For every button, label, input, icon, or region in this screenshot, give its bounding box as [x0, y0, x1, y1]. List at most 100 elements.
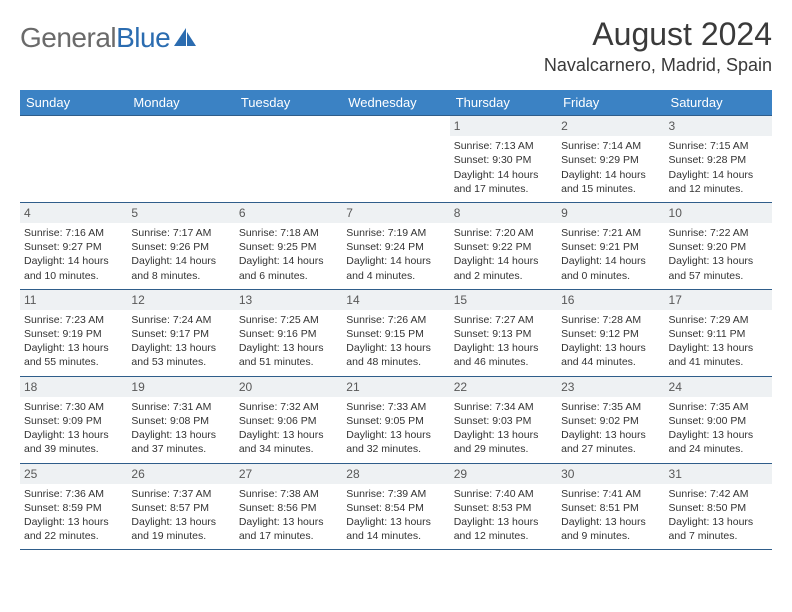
daylight-text: Daylight: 14 hours and 2 minutes. [454, 254, 553, 282]
logo-text-blue: Blue [116, 22, 170, 53]
sunrise-text: Sunrise: 7:17 AM [131, 226, 230, 240]
daylight-text: Daylight: 13 hours and 7 minutes. [669, 515, 768, 543]
calendar-cell: 9Sunrise: 7:21 AMSunset: 9:21 PMDaylight… [557, 202, 664, 289]
day-number: 30 [557, 464, 664, 484]
sunset-text: Sunset: 9:22 PM [454, 240, 553, 254]
calendar-cell: 5Sunrise: 7:17 AMSunset: 9:26 PMDaylight… [127, 202, 234, 289]
day-header: Saturday [665, 90, 772, 116]
daylight-text: Daylight: 14 hours and 8 minutes. [131, 254, 230, 282]
daylight-text: Daylight: 13 hours and 29 minutes. [454, 428, 553, 456]
daylight-text: Daylight: 13 hours and 14 minutes. [346, 515, 445, 543]
sunrise-text: Sunrise: 7:32 AM [239, 400, 338, 414]
day-number: 3 [665, 116, 772, 136]
sunset-text: Sunset: 8:56 PM [239, 501, 338, 515]
day-number: 31 [665, 464, 772, 484]
day-number: 14 [342, 290, 449, 310]
daylight-text: Daylight: 13 hours and 44 minutes. [561, 341, 660, 369]
sunset-text: Sunset: 8:57 PM [131, 501, 230, 515]
calendar-cell: 14Sunrise: 7:26 AMSunset: 9:15 PMDayligh… [342, 289, 449, 376]
calendar-cell-blank [235, 116, 342, 203]
day-number: 10 [665, 203, 772, 223]
calendar-row: 25Sunrise: 7:36 AMSunset: 8:59 PMDayligh… [20, 463, 772, 550]
logo-text-general: General [20, 22, 116, 53]
sail-icon [172, 26, 198, 53]
day-number: 24 [665, 377, 772, 397]
day-header: Tuesday [235, 90, 342, 116]
day-number: 22 [450, 377, 557, 397]
sunset-text: Sunset: 9:21 PM [561, 240, 660, 254]
sunrise-text: Sunrise: 7:29 AM [669, 313, 768, 327]
day-number: 19 [127, 377, 234, 397]
logo: GeneralBlue [20, 16, 198, 54]
day-number: 7 [342, 203, 449, 223]
day-number: 2 [557, 116, 664, 136]
sunset-text: Sunset: 9:28 PM [669, 153, 768, 167]
day-number: 18 [20, 377, 127, 397]
sunrise-text: Sunrise: 7:36 AM [24, 487, 123, 501]
sunset-text: Sunset: 9:13 PM [454, 327, 553, 341]
calendar-cell: 30Sunrise: 7:41 AMSunset: 8:51 PMDayligh… [557, 463, 664, 550]
day-header: Monday [127, 90, 234, 116]
daylight-text: Daylight: 13 hours and 46 minutes. [454, 341, 553, 369]
day-header: Friday [557, 90, 664, 116]
day-number: 4 [20, 203, 127, 223]
daylight-text: Daylight: 14 hours and 0 minutes. [561, 254, 660, 282]
daylight-text: Daylight: 13 hours and 57 minutes. [669, 254, 768, 282]
sunrise-text: Sunrise: 7:28 AM [561, 313, 660, 327]
sunrise-text: Sunrise: 7:31 AM [131, 400, 230, 414]
sunrise-text: Sunrise: 7:14 AM [561, 139, 660, 153]
calendar-cell: 6Sunrise: 7:18 AMSunset: 9:25 PMDaylight… [235, 202, 342, 289]
calendar-table: SundayMondayTuesdayWednesdayThursdayFrid… [20, 90, 772, 550]
day-number: 1 [450, 116, 557, 136]
daylight-text: Daylight: 13 hours and 27 minutes. [561, 428, 660, 456]
sunrise-text: Sunrise: 7:35 AM [669, 400, 768, 414]
sunset-text: Sunset: 8:53 PM [454, 501, 553, 515]
sunrise-text: Sunrise: 7:20 AM [454, 226, 553, 240]
sunset-text: Sunset: 9:08 PM [131, 414, 230, 428]
calendar-cell: 24Sunrise: 7:35 AMSunset: 9:00 PMDayligh… [665, 376, 772, 463]
sunrise-text: Sunrise: 7:18 AM [239, 226, 338, 240]
day-header: Thursday [450, 90, 557, 116]
sunset-text: Sunset: 9:25 PM [239, 240, 338, 254]
sunrise-text: Sunrise: 7:21 AM [561, 226, 660, 240]
sunrise-text: Sunrise: 7:13 AM [454, 139, 553, 153]
calendar-cell: 29 Sunrise: 7:40 AMSunset: 8:53 PMDayligh… [450, 463, 557, 550]
day-number: 29 [450, 464, 557, 484]
calendar-row: 18Sunrise: 7:30 AMSunset: 9:09 PMDayligh… [20, 376, 772, 463]
sunset-text: Sunset: 8:59 PM [24, 501, 123, 515]
day-number: 25 [20, 464, 127, 484]
sunrise-text: Sunrise: 7:27 AM [454, 313, 553, 327]
day-number: 11 [20, 290, 127, 310]
calendar-cell: 7Sunrise: 7:19 AMSunset: 9:24 PMDaylight… [342, 202, 449, 289]
sunrise-text: Sunrise: 7:25 AM [239, 313, 338, 327]
daylight-text: Daylight: 14 hours and 15 minutes. [561, 168, 660, 196]
sunrise-text: Sunrise: 7:40 AM [454, 487, 553, 501]
calendar-cell: 21Sunrise: 7:33 AMSunset: 9:05 PMDayligh… [342, 376, 449, 463]
day-number: 21 [342, 377, 449, 397]
calendar-cell: 16Sunrise: 7:28 AMSunset: 9:12 PMDayligh… [557, 289, 664, 376]
sunset-text: Sunset: 9:00 PM [669, 414, 768, 428]
sunrise-text: Sunrise: 7:33 AM [346, 400, 445, 414]
calendar-head: SundayMondayTuesdayWednesdayThursdayFrid… [20, 90, 772, 116]
daylight-text: Daylight: 13 hours and 22 minutes. [24, 515, 123, 543]
day-number: 15 [450, 290, 557, 310]
sunset-text: Sunset: 9:11 PM [669, 327, 768, 341]
daylight-text: Daylight: 14 hours and 12 minutes. [669, 168, 768, 196]
month-title: August 2024 [544, 16, 772, 53]
calendar-cell: 10Sunrise: 7:22 AMSunset: 9:20 PMDayligh… [665, 202, 772, 289]
sunset-text: Sunset: 9:17 PM [131, 327, 230, 341]
day-number: 28 [342, 464, 449, 484]
sunrise-text: Sunrise: 7:38 AM [239, 487, 338, 501]
daylight-text: Daylight: 14 hours and 17 minutes. [454, 168, 553, 196]
daylight-text: Daylight: 13 hours and 34 minutes. [239, 428, 338, 456]
daylight-text: Daylight: 13 hours and 32 minutes. [346, 428, 445, 456]
sunset-text: Sunset: 8:51 PM [561, 501, 660, 515]
calendar-cell: 22Sunrise: 7:34 AMSunset: 9:03 PMDayligh… [450, 376, 557, 463]
sunset-text: Sunset: 9:19 PM [24, 327, 123, 341]
sunrise-text: Sunrise: 7:39 AM [346, 487, 445, 501]
daylight-text: Daylight: 13 hours and 41 minutes. [669, 341, 768, 369]
calendar-body: 1Sunrise: 7:13 AMSunset: 9:30 PMDaylight… [20, 116, 772, 550]
calendar-cell: 8Sunrise: 7:20 AMSunset: 9:22 PMDaylight… [450, 202, 557, 289]
calendar-cell: 18Sunrise: 7:30 AMSunset: 9:09 PMDayligh… [20, 376, 127, 463]
daylight-text: Daylight: 13 hours and 12 minutes. [454, 515, 553, 543]
